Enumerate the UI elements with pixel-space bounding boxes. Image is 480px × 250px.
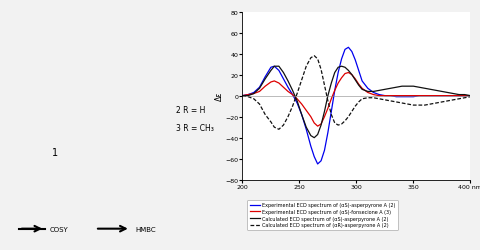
- Text: HMBC: HMBC: [135, 226, 156, 232]
- Text: 2 R = H: 2 R = H: [176, 106, 205, 114]
- Text: COSY: COSY: [50, 226, 69, 232]
- Y-axis label: Δε: Δε: [215, 92, 224, 101]
- Legend: Experimental ECD spectrum of (αS)-asperpyrone A (2), Experimental ECD spectrum o: Experimental ECD spectrum of (αS)-asperp…: [247, 200, 398, 230]
- Text: 3 R = CH₃: 3 R = CH₃: [176, 123, 214, 132]
- Text: 1: 1: [51, 148, 58, 158]
